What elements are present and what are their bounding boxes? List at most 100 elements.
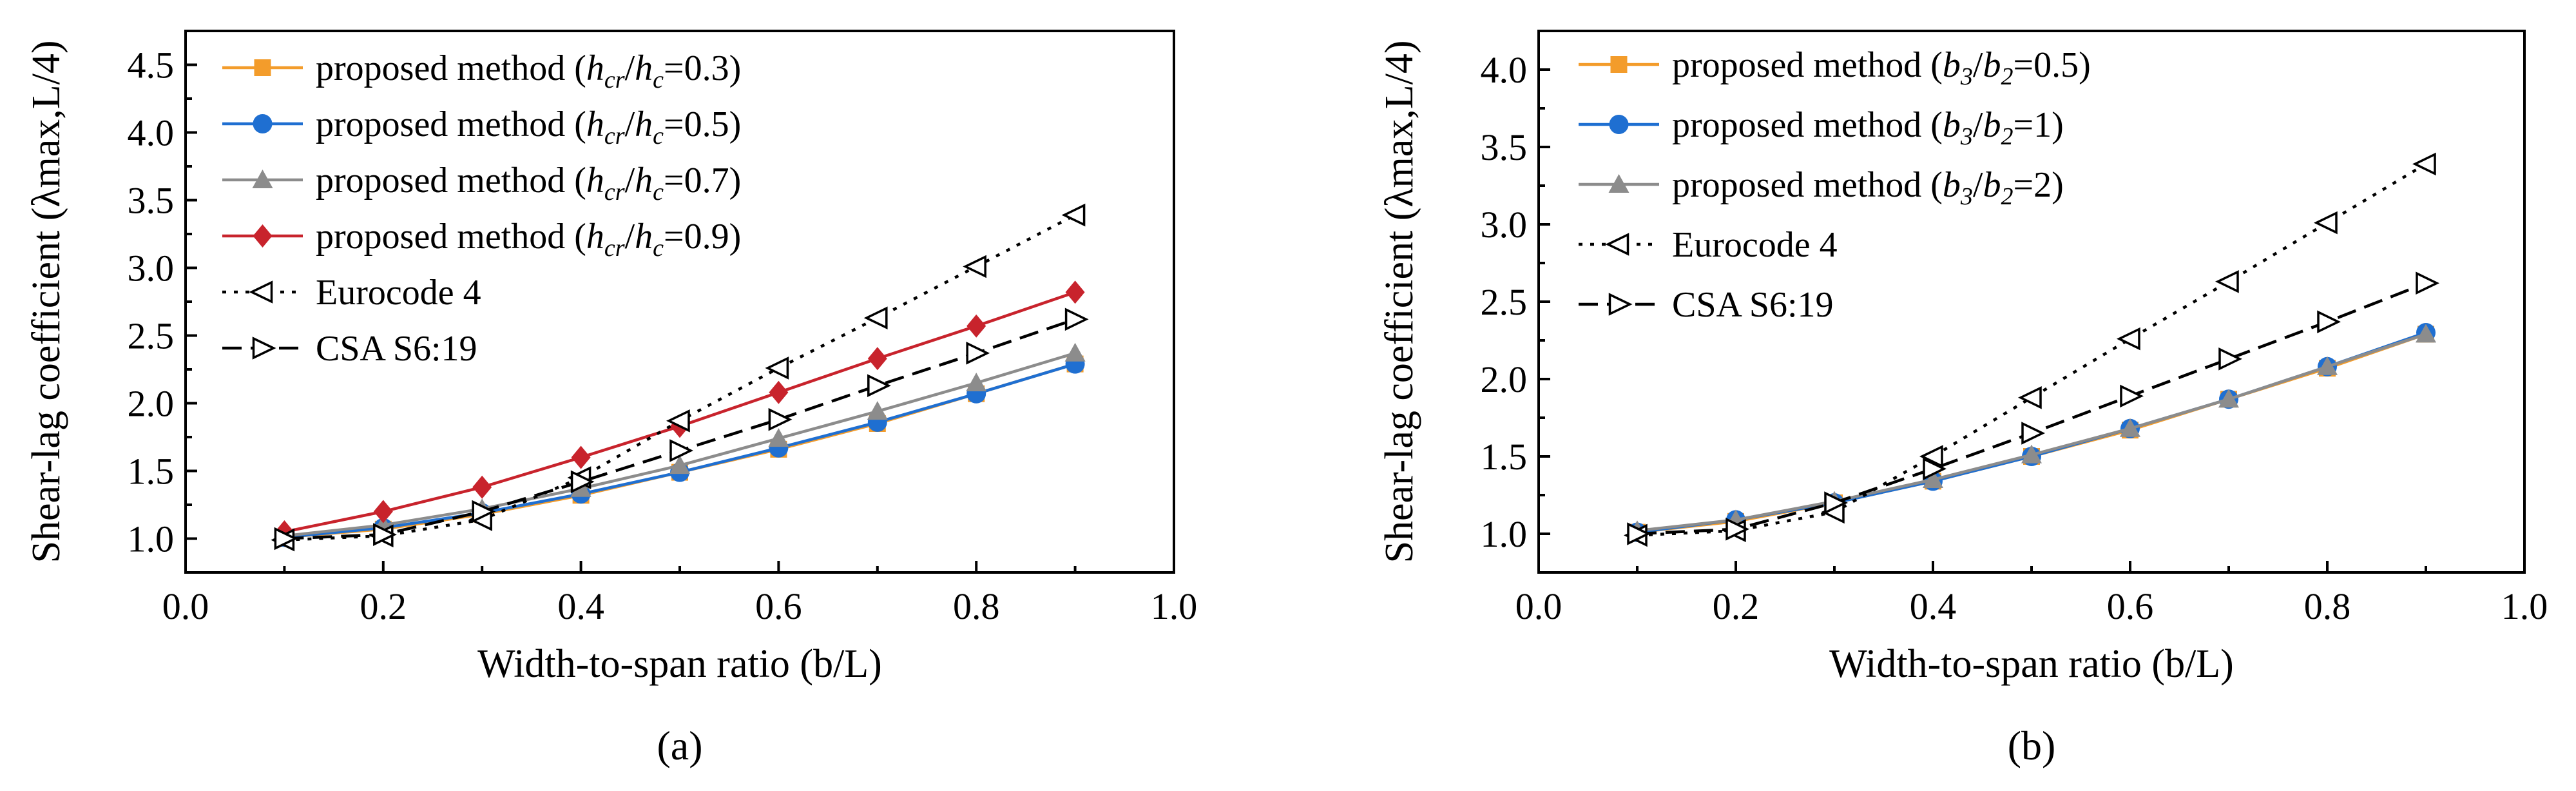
y-axis-title: Shear-lag coefficient (λmax,L/4)	[1378, 41, 1421, 563]
legend-label-prefix: proposed method (	[1672, 45, 1943, 85]
data-point	[1923, 457, 1947, 480]
legend-ratio-den: h	[635, 104, 653, 144]
y-axis-title: Shear-lag coefficient (λmax,L/4)	[24, 41, 68, 563]
legend-label: proposed method (hcr/hc=0.9)	[316, 217, 741, 262]
y-tick-label: 3.0	[1481, 204, 1528, 246]
legend-marker	[253, 224, 273, 248]
legend-ratio-slash: /	[625, 48, 635, 88]
data-point	[1923, 469, 1943, 488]
legend-ratio-slash: /	[625, 104, 635, 144]
series-line	[284, 213, 1076, 542]
legend-ratio-num: h	[586, 161, 604, 200]
data-point	[2017, 386, 2042, 409]
series-3	[274, 280, 1085, 543]
legend-ratio-num-sub: 3	[1960, 63, 1973, 90]
y-tick-label: 2.0	[128, 383, 175, 425]
data-point	[666, 409, 690, 433]
legend-ratio-den: h	[635, 217, 653, 257]
data-point	[1061, 203, 1086, 227]
legend: proposed method (b3/b2=0.5)proposed meth…	[1579, 45, 2091, 325]
legend-ratio-den-sub: c	[653, 66, 664, 93]
legend-marker	[253, 114, 273, 133]
legend-ratio-den: h	[635, 48, 653, 88]
legend-marker	[1608, 174, 1629, 193]
legend-ratio-slash: /	[1973, 45, 1983, 85]
y-tick-label: 4.0	[1481, 49, 1528, 91]
y-tick-label: 1.0	[128, 518, 175, 560]
legend: proposed method (hcr/hc=0.3)proposed met…	[222, 48, 741, 369]
data-point	[1725, 518, 1750, 541]
data-point	[570, 470, 595, 494]
legend-label-prefix: proposed method (	[316, 48, 586, 88]
series-2	[274, 342, 1086, 545]
x-tick-label: 1.0	[1151, 585, 1198, 627]
legend-ratio-num-sub: cr	[604, 66, 625, 93]
data-point	[669, 455, 690, 474]
legend-ratio-num: b	[1943, 45, 1961, 85]
data-point	[966, 373, 987, 391]
legend-label: Eurocode 4	[1672, 225, 1838, 265]
legend-ratio-num: b	[1943, 105, 1961, 145]
data-point	[768, 428, 789, 447]
data-point	[2218, 389, 2239, 408]
data-point	[2218, 347, 2243, 371]
legend-label: proposed method (b3/b2=0.5)	[1672, 45, 2091, 90]
chart-panel-a: 0.0 0.2 0.4 0.6 0.8 1.0 1.0 1.5 2.0 2.5 3.0 3.5 4.0 4…	[24, 30, 1198, 768]
data-point	[769, 380, 789, 404]
data-point	[768, 407, 793, 431]
legend-ratio-value: =0.7)	[664, 161, 741, 200]
x-tick-label: 0.8	[953, 585, 1000, 627]
data-point	[571, 445, 591, 469]
panel-label: (b)	[2008, 723, 2056, 768]
legend-ratio-den-sub: c	[653, 179, 664, 206]
legend-ratio-value: =0.5)	[664, 104, 741, 144]
data-point	[472, 500, 496, 523]
legend-label-prefix: proposed method (	[316, 217, 586, 257]
y-tick-label: 2.5	[1481, 281, 1528, 323]
x-tick-label: 0.2	[360, 585, 407, 627]
legend-ratio-slash: /	[1973, 105, 1983, 145]
legend-ratio-num-sub: 3	[1960, 183, 1973, 210]
legend-label-prefix: Eurocode 4	[316, 273, 481, 313]
data-point	[963, 255, 986, 278]
legend-ratio-value: =0.3)	[664, 48, 741, 88]
data-point	[472, 475, 492, 499]
data-point	[2120, 418, 2140, 437]
x-axis-title: Width-to-span ratio (b/L)	[1829, 642, 2234, 686]
data-point	[863, 306, 888, 329]
legend-ratio-value: =1)	[2013, 105, 2063, 145]
legend-label-prefix: CSA S6:19	[1672, 285, 1834, 325]
legend-marker	[254, 59, 271, 76]
legend-ratio-den: b	[1983, 45, 2001, 85]
legend-ratio-value: =0.5)	[2013, 45, 2090, 85]
data-point	[867, 374, 891, 397]
y-tick-label: 1.5	[1481, 436, 1528, 478]
legend-ratio-slash: /	[625, 161, 635, 200]
legend-marker	[252, 337, 276, 360]
legend-marker	[1605, 233, 1629, 256]
data-point	[2412, 152, 2436, 176]
data-point	[765, 356, 789, 380]
legend-ratio-slash: /	[625, 217, 635, 257]
y-tick-label: 2.0	[1481, 358, 1528, 400]
legend-marker	[249, 280, 273, 304]
series-line	[1637, 162, 2427, 537]
y-tick-label: 4.5	[128, 44, 175, 86]
legend-label-prefix: proposed method (	[316, 104, 586, 144]
legend-label-prefix: proposed method (	[316, 161, 586, 200]
data-point	[2116, 327, 2140, 351]
legend-label: proposed method (hcr/hc=0.5)	[316, 104, 741, 150]
legend-label-prefix: Eurocode 4	[1672, 225, 1838, 265]
legend-marker	[1610, 56, 1628, 73]
y-tick-label: 3.5	[128, 180, 175, 222]
chart-panel-b: 0.0 0.2 0.4 0.6 0.8 1.0 1.0 1.5 2.0 2.5 3.0 3.5 4.0 p…	[1378, 30, 2548, 768]
y-tick-label: 3.0	[128, 248, 175, 289]
x-tick-label: 0.2	[1713, 585, 1760, 627]
data-point	[2416, 271, 2440, 295]
x-tick-label: 0.6	[2107, 585, 2154, 627]
y-tick-label: 4.0	[128, 112, 175, 154]
data-point	[867, 347, 887, 371]
data-point	[2215, 270, 2239, 293]
data-point	[966, 314, 986, 338]
